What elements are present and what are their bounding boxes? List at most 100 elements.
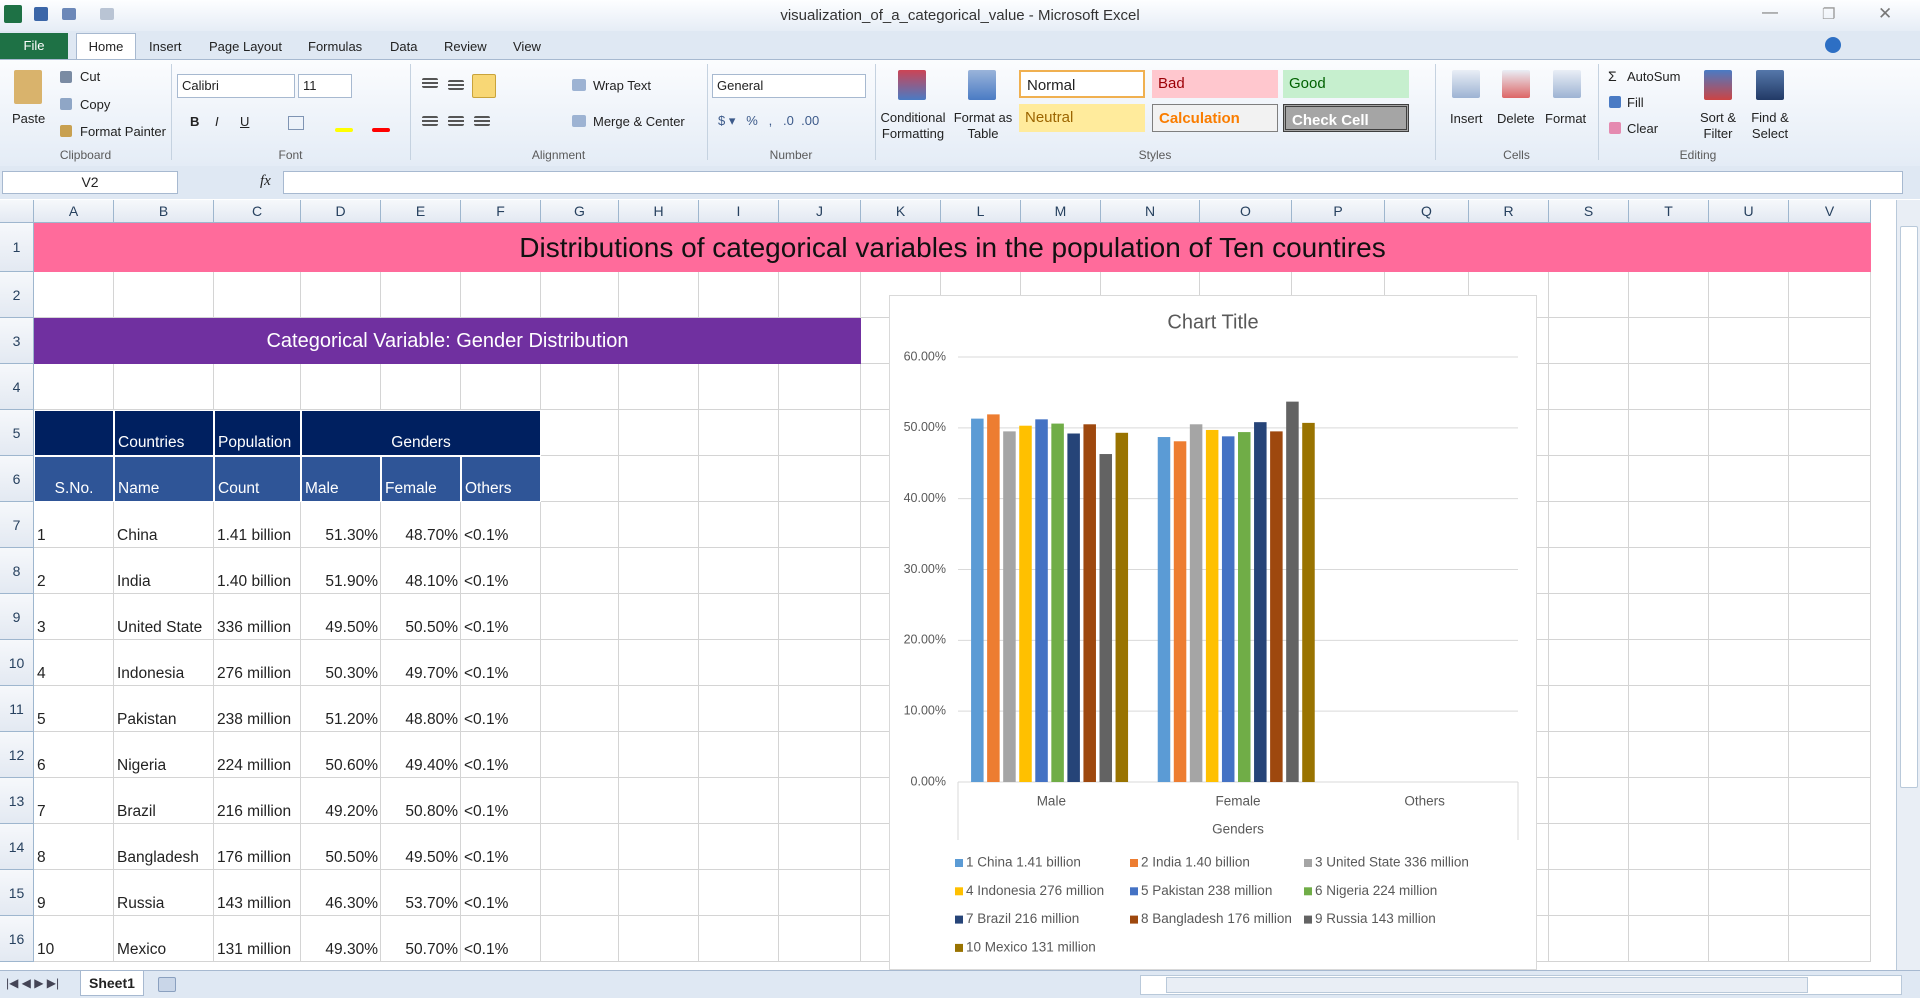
format-icon[interactable]	[1553, 70, 1581, 98]
conditional-formatting-icon[interactable]	[898, 70, 926, 100]
scroll-thumb[interactable]	[1900, 226, 1918, 788]
copy-button[interactable]: Copy	[80, 97, 111, 112]
vertical-scrollbar[interactable]	[1896, 200, 1920, 970]
style-bad[interactable]: Bad	[1152, 70, 1278, 98]
sort-filter-button[interactable]: Sort & Filter	[1699, 110, 1737, 141]
chart[interactable]: Chart Title Genders 0.00% 10.00% 20.00% 30.…	[889, 295, 1537, 970]
cell	[699, 456, 779, 502]
delete-button[interactable]: Delete	[1497, 111, 1535, 126]
align-middle[interactable]	[448, 80, 464, 90]
save-button[interactable]	[34, 7, 48, 21]
fill-button[interactable]: Fill	[1627, 95, 1644, 110]
home-tab[interactable]: Home	[76, 33, 136, 60]
font-color-button[interactable]	[372, 128, 390, 132]
italic-button[interactable]: I	[215, 114, 219, 129]
align-bottom[interactable]	[472, 74, 496, 98]
insert-tab[interactable]: Insert	[149, 39, 182, 54]
table-cell: 51.90%	[325, 573, 378, 590]
fill-color-button[interactable]	[335, 128, 353, 132]
insert-button[interactable]: Insert	[1450, 111, 1483, 126]
function-button[interactable]: fx	[260, 173, 271, 189]
horizontal-scrollbar[interactable]	[1140, 975, 1902, 995]
sheet-tab[interactable]: Sheet1	[80, 971, 144, 996]
legend-label: 2 India 1.40 billion	[1141, 855, 1250, 870]
cell	[1549, 456, 1629, 502]
find-icon[interactable]	[1756, 70, 1784, 100]
delete-icon[interactable]	[1502, 70, 1530, 98]
style-normal[interactable]: Normal	[1019, 70, 1145, 98]
format-as-table-button[interactable]: Format as Table	[953, 110, 1013, 141]
merge-center-button[interactable]: Merge & Center	[593, 114, 685, 129]
bar	[987, 414, 1000, 782]
align-top[interactable]	[422, 78, 438, 88]
merge-icon[interactable]	[572, 115, 586, 127]
legend-label: 8 Bangladesh 176 million	[1141, 911, 1292, 926]
font-size-box[interactable]: 11	[298, 74, 352, 98]
style-neutral[interactable]: Neutral	[1019, 104, 1145, 132]
conditional-formatting-button[interactable]: Conditional Formatting	[880, 110, 946, 141]
style-good[interactable]: Good	[1283, 70, 1409, 98]
clear-button[interactable]: Clear	[1627, 121, 1659, 136]
wrap-text-button[interactable]: Wrap Text	[593, 78, 652, 93]
fill-icon[interactable]	[1609, 96, 1621, 108]
redo-button[interactable]	[100, 8, 114, 20]
formulas-tab[interactable]: Formulas	[308, 39, 363, 54]
font-name-box[interactable]: Calibri	[177, 74, 295, 98]
number-format-box[interactable]: General	[712, 74, 866, 98]
close-button[interactable]: ✕	[1878, 4, 1893, 23]
wrap-text-icon[interactable]	[572, 79, 586, 91]
bold-button[interactable]: B	[190, 114, 200, 129]
cut-icon[interactable]	[60, 71, 72, 83]
format-painter-button[interactable]: Format Painter	[80, 124, 166, 139]
borders-button[interactable]	[288, 116, 304, 130]
chart-title: Chart Title	[1167, 311, 1258, 333]
name-box[interactable]: V2	[2, 171, 178, 194]
formula-input[interactable]	[283, 171, 1903, 194]
format-painter-icon[interactable]	[60, 125, 72, 137]
cell	[1709, 272, 1789, 318]
file-tab[interactable]: File	[0, 33, 68, 59]
sheet-navigation[interactable]: |◀ ◀ ▶ ▶|	[6, 976, 60, 990]
minimize-button[interactable]: —	[1762, 4, 1778, 21]
find-select-button[interactable]: Find & Select	[1751, 110, 1789, 141]
clear-icon[interactable]	[1609, 122, 1621, 134]
align-center[interactable]	[448, 116, 464, 126]
table-cell: 50.60%	[325, 757, 378, 774]
style-calculation[interactable]: Calculation	[1152, 104, 1278, 132]
undo-button[interactable]	[62, 8, 76, 20]
autosum-button[interactable]: AutoSum	[1627, 69, 1681, 84]
format-as-table-icon[interactable]	[968, 70, 996, 100]
paste-icon[interactable]	[14, 70, 42, 104]
review-tab[interactable]: Review	[444, 39, 487, 54]
underline-button[interactable]: U	[240, 114, 250, 129]
number-buttons[interactable]: $ ▾ % , .0 .00	[718, 113, 820, 128]
sort-icon[interactable]	[1704, 70, 1732, 100]
cell	[541, 870, 619, 916]
restore-button[interactable]: ❐	[1822, 6, 1836, 23]
view-tab[interactable]: View	[513, 39, 541, 54]
insert-sheet-button[interactable]	[158, 977, 176, 992]
style-check-cell[interactable]: Check Cell	[1283, 104, 1409, 132]
sigma-icon[interactable]: Σ	[1608, 68, 1617, 84]
data-tab[interactable]: Data	[390, 39, 418, 54]
row-header: 13	[0, 778, 34, 824]
paste-button[interactable]: Paste	[12, 111, 46, 126]
copy-icon[interactable]	[60, 98, 72, 110]
cut-button[interactable]: Cut	[80, 69, 101, 84]
insert-icon[interactable]	[1452, 70, 1480, 98]
cell	[1549, 778, 1629, 824]
legend-label: 10 Mexico 131 million	[966, 939, 1096, 954]
cell	[541, 640, 619, 686]
cell	[461, 916, 541, 962]
help-button[interactable]	[1825, 37, 1841, 53]
page-layout-tab[interactable]: Page Layout	[209, 39, 283, 54]
header-cell: Countries	[114, 410, 214, 456]
legend-marker	[1304, 915, 1312, 924]
format-button[interactable]: Format	[1545, 111, 1587, 126]
scroll-thumb[interactable]	[1166, 977, 1808, 993]
cell	[779, 272, 861, 318]
align-left[interactable]	[422, 116, 438, 126]
row-header: 1	[0, 223, 34, 272]
align-right[interactable]	[474, 116, 490, 126]
cell	[34, 824, 114, 870]
